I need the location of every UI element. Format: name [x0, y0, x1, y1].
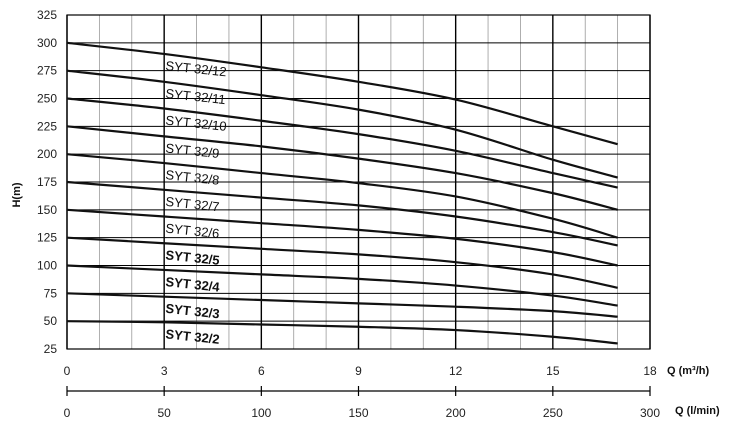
series-group — [66, 41, 618, 345]
x2-tick-label: 200 — [446, 406, 466, 420]
performance-curve — [66, 320, 618, 345]
y-tick-label: 250 — [37, 92, 57, 106]
x2-tick-label: 100 — [251, 406, 271, 420]
series-label: SYT 32/9 — [165, 140, 220, 161]
y-tick-labels: 25 50 75 100 125 150 175 200 225 250 275 300 325 — [37, 8, 57, 356]
x2-tick-label: 250 — [543, 406, 563, 420]
grid — [66, 14, 651, 350]
series-label: SYT 32/8 — [165, 167, 220, 188]
x-tick-label: 9 — [355, 364, 362, 378]
secondary-x-axis: 0 50 100 150 200 250 300 — [64, 386, 660, 420]
series-label: SYT 32/7 — [165, 194, 220, 215]
series-labels: SYT 32/12 SYT 32/11 SYT 32/10 SYT 32/9 SYT 3… — [165, 58, 227, 347]
y-tick-label: 125 — [37, 231, 57, 245]
y-tick-label: 75 — [44, 286, 58, 300]
performance-curve — [66, 208, 618, 267]
x-tick-label: 15 — [546, 364, 560, 378]
series-label: SYT 32/3 — [165, 301, 220, 322]
y-tick-label: 150 — [37, 203, 57, 217]
series-label: SYT 32/10 — [165, 113, 227, 134]
x-tick-label: 3 — [161, 364, 168, 378]
series-label: SYT 32/4 — [165, 274, 221, 295]
performance-curve — [66, 41, 618, 146]
y-tick-label: 300 — [37, 36, 57, 50]
y-tick-label: 225 — [37, 119, 57, 133]
series-label: SYT 32/11 — [165, 86, 226, 107]
y-tick-label: 200 — [37, 147, 57, 161]
x-axis-label: Q (m³/h) — [667, 365, 709, 377]
y-tick-label: 50 — [44, 314, 58, 328]
y-tick-label: 100 — [37, 259, 57, 273]
performance-curve — [66, 125, 618, 211]
performance-curve — [66, 236, 618, 289]
x-tick-labels: 0 3 6 9 12 15 18 — [64, 364, 657, 378]
x2-axis-label: Q (l/min) — [675, 405, 720, 417]
performance-curve — [66, 97, 618, 189]
series-label: SYT 32/5 — [165, 247, 220, 268]
x2-tick-label: 0 — [64, 406, 71, 420]
x2-tick-label: 50 — [157, 406, 171, 420]
x2-tick-label: 150 — [348, 406, 368, 420]
y-tick-label: 325 — [37, 8, 57, 22]
x-tick-label: 18 — [643, 364, 657, 378]
performance-curve — [66, 264, 618, 307]
x-tick-label: 0 — [64, 364, 71, 378]
x-tick-label: 6 — [258, 364, 265, 378]
y-tick-label: 175 — [37, 175, 57, 189]
y-tick-label: 275 — [37, 64, 57, 78]
series-label: SYT 32/6 — [165, 221, 220, 242]
performance-curve — [66, 180, 618, 247]
series-label: SYT 32/12 — [165, 58, 227, 79]
x-tick-label: 12 — [449, 364, 463, 378]
series-label: SYT 32/2 — [165, 326, 220, 347]
performance-curve — [66, 292, 618, 318]
performance-curve — [66, 69, 618, 179]
y-tick-label: 25 — [44, 342, 58, 356]
performance-curve — [66, 153, 618, 239]
x2-tick-label: 300 — [640, 406, 660, 420]
y-axis-label: H(m) — [11, 182, 23, 207]
